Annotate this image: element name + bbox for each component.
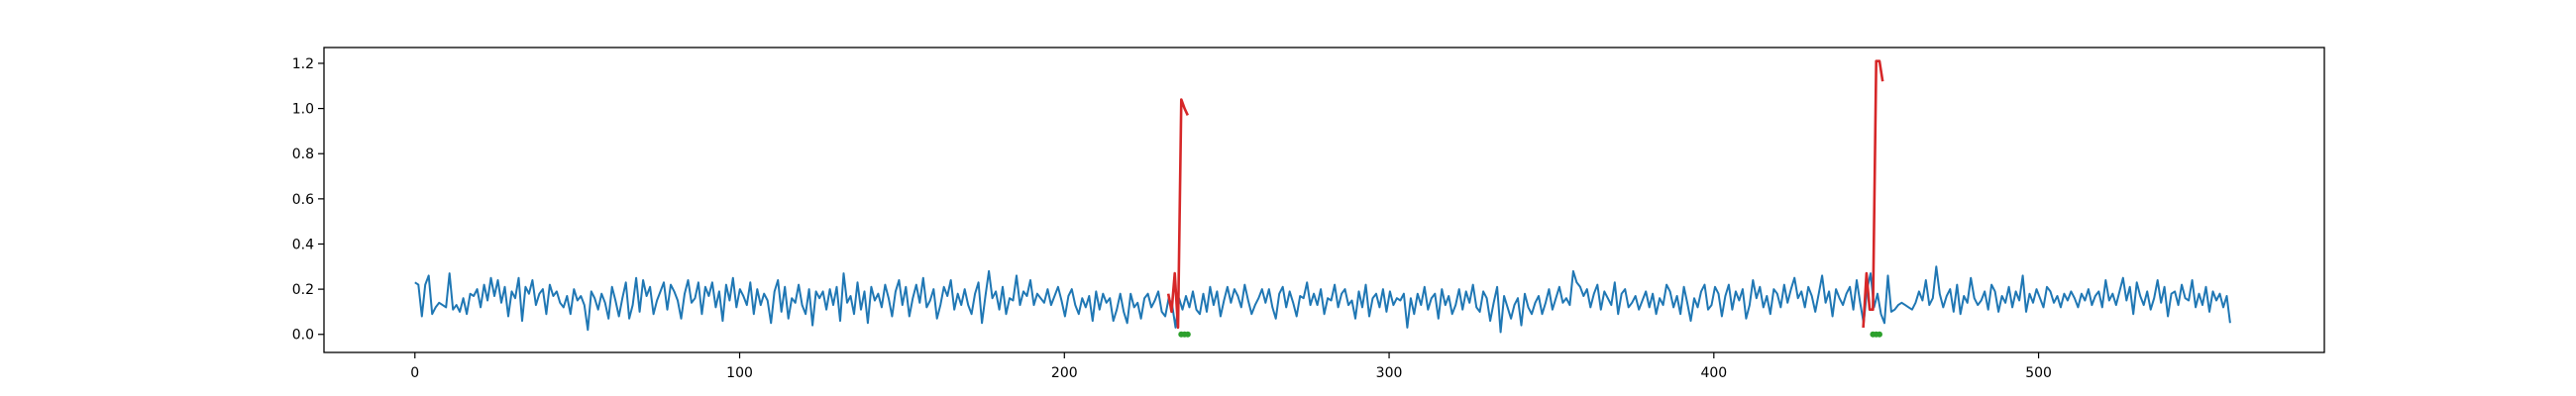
anomaly-segment-0 [1166, 98, 1189, 330]
series-line-0 [414, 265, 2231, 334]
axes-frame [323, 47, 2325, 353]
anomaly-marker [1876, 331, 1882, 338]
y-tick-label: 0.2 [292, 282, 314, 298]
anomaly-marker [1184, 331, 1191, 338]
x-tick-label: 500 [2025, 365, 2052, 381]
x-tick-label: 300 [1376, 365, 1403, 381]
y-tick-label: 0.4 [292, 237, 314, 252]
y-tick-label: 1.2 [292, 56, 314, 72]
plot-area: 0 100 200 300 400 500 0.0 0.2 0.4 0.6 0.8 1.0 1.2 [292, 47, 2325, 381]
y-tick-label: 0.0 [292, 328, 314, 344]
y-tick-label: 1.0 [292, 102, 314, 118]
x-tick-label: 0 [410, 365, 419, 381]
y-tick-label: 0.6 [292, 192, 314, 208]
x-tick-label: 100 [726, 365, 753, 381]
x-tick-label: 200 [1051, 365, 1078, 381]
x-tick-label: 400 [1700, 365, 1727, 381]
y-tick-label: 0.8 [292, 147, 314, 162]
anomaly-segment-1 [1862, 59, 1884, 328]
